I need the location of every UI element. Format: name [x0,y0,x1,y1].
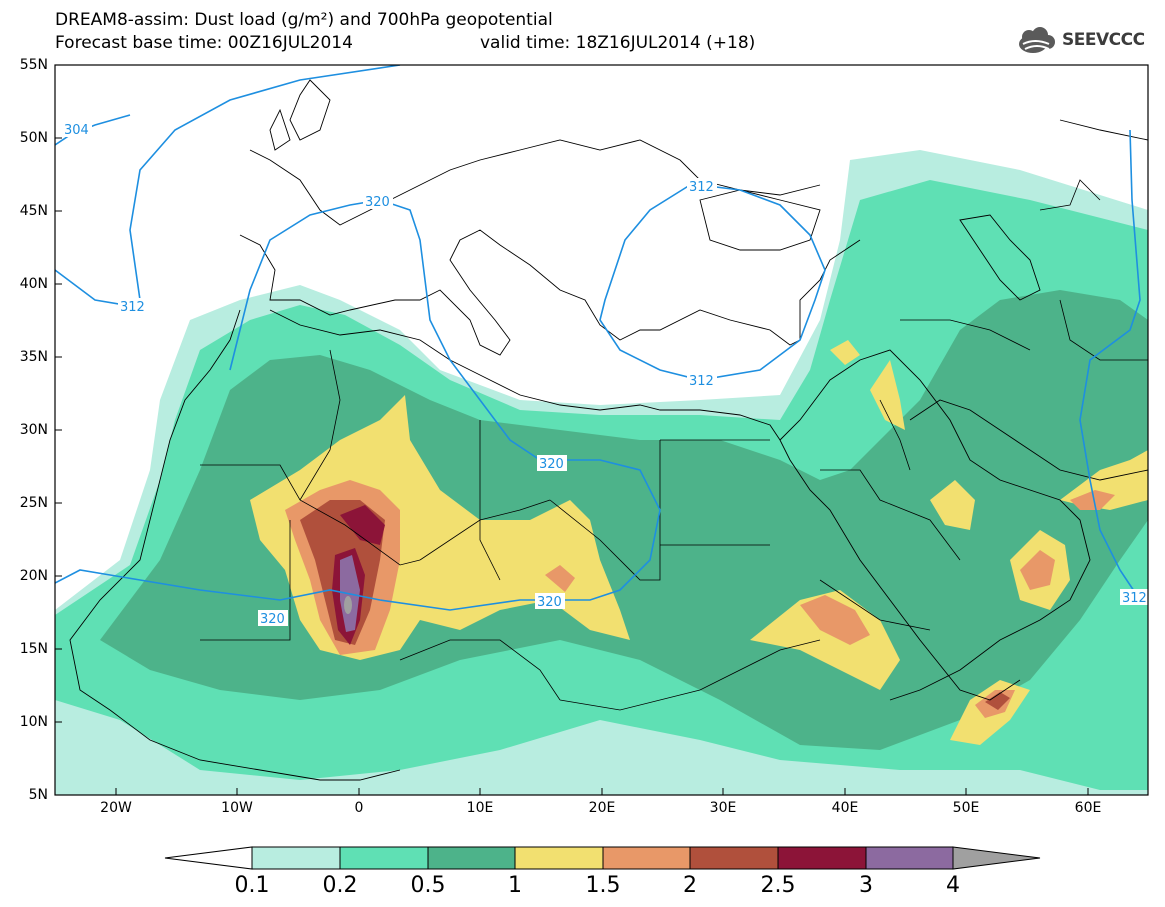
dust-level-1-east-a [750,590,900,690]
contour-label-320-sahara: 320 [539,457,564,472]
colorbar-label-0.5: 0.5 [410,873,446,898]
lat-tick-15n: 15N [19,641,48,657]
contour-label-312-med: 312 [689,374,714,389]
contour-label-320-chad: 320 [537,595,562,610]
colorbar-swatch-0.5 [427,846,516,870]
lat-tick-5n: 5N [28,787,48,803]
lon-tick-10e: 10E [466,800,494,816]
contour-label-304: 304 [64,123,89,138]
dust-level-1.5-ethiopia [800,595,870,645]
lon-tick-20e: 20E [588,800,616,816]
colorbar-swatch-3 [865,846,954,870]
contour-label-312-west: 312 [120,300,145,315]
contour-label-320-mali: 320 [260,612,285,627]
contour-312-far-east [1079,129,1141,601]
dust-level-1-east-g [830,340,860,365]
contour-label-320-west: 320 [365,195,390,210]
lat-tick-10n: 10N [19,714,48,730]
colorbar-swatch-2 [689,846,779,870]
dust-level-1-east-d [870,360,905,430]
map-title: DREAM8-assim: Dust load (g/m²) and 700hP… [55,10,553,30]
contour-labels: 304 312 320 312 320 320 320 312 312 [62,121,1150,627]
contour-label-312-far-east: 312 [1122,591,1147,606]
colorbar-min-arrow [164,846,253,870]
colorbar-max-arrow [952,846,1041,870]
colorbar-label-2.5: 2.5 [760,873,796,898]
dust-level-1.5-gulf [1070,490,1115,510]
lat-tick-50n: 50N [19,130,48,146]
dust-level-1.5-oman [1020,550,1055,590]
dust-level-1-east-e [930,480,975,530]
contour-312-east [599,184,826,381]
colorbar-label-1: 1 [508,873,522,898]
colorbar-label-4: 4 [946,873,960,898]
lon-tick-60e: 60E [1074,800,1102,816]
forecast-base-time: Forecast base time: 00Z16JUL2014 [55,33,353,53]
colorbar-label-1.5: 1.5 [585,873,621,898]
dust-level-1-east-f [1060,450,1148,510]
colorbar-label-0.2: 0.2 [322,873,358,898]
lon-tick-20w: 20W [100,800,132,816]
lon-tick-30e: 30E [709,800,737,816]
dust-level-1.5-chad [545,565,575,592]
colorbar-label-2: 2 [683,873,697,898]
colorbar-label-0.1: 0.1 [234,873,270,898]
lat-tick-45n: 45N [19,203,48,219]
dust-level-2-somalia [985,692,1010,710]
lon-tick-40e: 40E [831,800,859,816]
country-borders [200,179,1148,711]
lat-tick-20n: 20N [19,568,48,584]
logo-text: SEEVCCC [1062,30,1145,50]
colorbar-swatch-1 [514,846,604,870]
seevccc-logo-icon [1019,27,1055,53]
colorbar-swatch-2.5 [777,846,867,870]
colorbar-swatch-1.5 [602,846,691,870]
lat-tick-40n: 40N [19,276,48,292]
lon-tick-0: 0 [354,800,364,816]
colorbar-swatch-0.1 [251,846,341,870]
lon-tick-50e: 50E [952,800,980,816]
dust-level-4 [344,596,352,614]
colorbar-label-3: 3 [859,873,873,898]
valid-time: valid time: 18Z16JUL2014 (+18) [480,33,756,53]
dust-level-2.5 [340,505,385,545]
dust-load-fields [55,150,1148,795]
lat-tick-35n: 35N [19,349,48,365]
colorbar [164,846,1041,870]
lat-tick-30n: 30N [19,422,48,438]
tick-marks [55,64,1089,795]
lon-tick-10w: 10W [221,800,253,816]
contour-label-312-black-sea: 312 [689,180,714,195]
colorbar-swatch-0.2 [339,846,429,870]
contour-312-west [55,65,401,306]
lat-tick-55n: 55N [19,57,48,73]
lat-tick-25n: 25N [19,495,48,511]
